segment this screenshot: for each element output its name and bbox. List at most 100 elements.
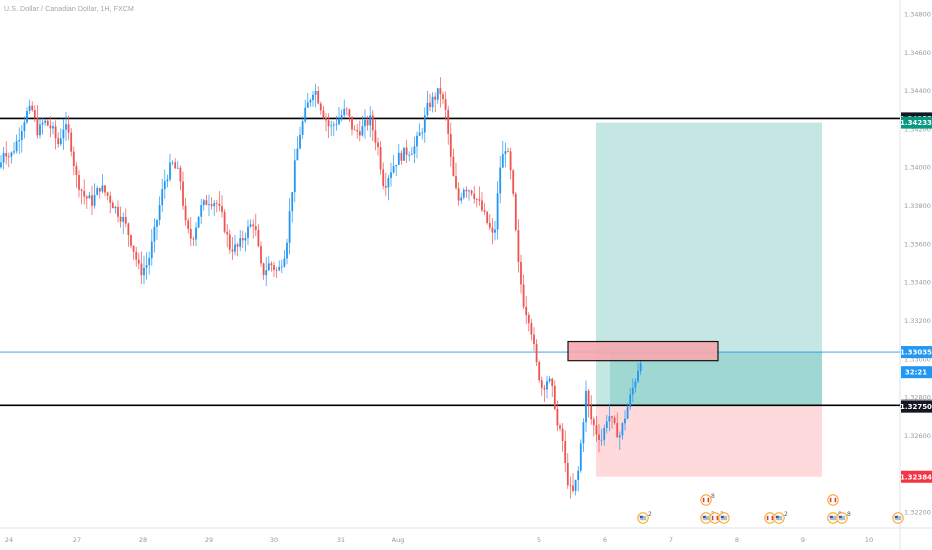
candle-body (614, 418, 616, 423)
candle-body (68, 124, 70, 132)
candle-body (494, 230, 496, 233)
candle-body (263, 263, 265, 275)
candle-body (533, 335, 535, 344)
candle-body (406, 148, 408, 155)
candle-body (499, 168, 501, 194)
candle-body (541, 380, 543, 388)
candle-body (369, 115, 371, 125)
candle-body (8, 156, 10, 157)
candle-body (411, 154, 413, 155)
candle-body (336, 124, 338, 125)
candle-body (138, 260, 140, 264)
candle-body (3, 153, 5, 163)
candle-body (377, 143, 379, 148)
event-count: 2 (648, 511, 652, 518)
candle-body (195, 228, 197, 240)
candle-body (546, 381, 548, 389)
candle-body (611, 416, 613, 417)
candle-body (601, 440, 603, 441)
candle-body (13, 151, 15, 152)
candle-body (164, 181, 166, 189)
candle-body (572, 486, 574, 491)
price-label: 1.33035 (900, 349, 932, 357)
chart-title: U.S. Dollar / Canadian Dollar, 1H, FXCM (4, 6, 134, 13)
time-tick-label: 29 (205, 536, 213, 544)
candle-body (538, 362, 540, 380)
candle-body (226, 232, 228, 235)
candle-body (408, 155, 410, 156)
candle-body (65, 124, 67, 129)
candle-body (447, 110, 449, 134)
time-tick-label: 8 (735, 536, 739, 544)
candle-body (5, 153, 7, 156)
candle-body (60, 138, 62, 144)
candle-body (580, 443, 582, 470)
candle-body (512, 170, 514, 193)
candle-body (382, 169, 384, 186)
time-tick-label: 9 (801, 536, 805, 544)
candle-body (286, 243, 288, 259)
candle-body (154, 227, 156, 242)
candle-body (24, 122, 26, 131)
candle-body (203, 200, 205, 205)
candle-body (557, 409, 559, 426)
candle-body (346, 109, 348, 110)
candle-body (455, 176, 457, 188)
us-flag-mark (721, 516, 724, 518)
candle-body (190, 229, 192, 239)
candle-body (590, 406, 592, 419)
position-tool (596, 123, 822, 477)
candle-body (302, 121, 304, 135)
candle-body (200, 205, 202, 217)
us-flag-mark (640, 516, 643, 518)
candle-body (380, 147, 382, 169)
candle-body (21, 131, 23, 140)
candle-body (146, 265, 148, 268)
price-label: 1.32384 (900, 473, 932, 481)
candle-body (359, 131, 361, 135)
us-flag-mark (703, 516, 706, 518)
candle-body (606, 422, 608, 428)
candle-body (476, 199, 478, 200)
candle-body (128, 224, 130, 236)
candle-body (442, 94, 444, 99)
candle-body (135, 252, 137, 260)
candle-body (81, 190, 83, 191)
candle-body (577, 471, 579, 480)
candle-body (497, 193, 499, 229)
candle-body (596, 425, 598, 434)
time-tick-label: 5 (537, 536, 541, 544)
candle-body (34, 110, 36, 117)
candle-body (26, 111, 28, 122)
time-tick-label: 27 (73, 536, 81, 544)
price-tick-label: 1.33200 (904, 317, 931, 325)
time-tick-label: 31 (337, 536, 345, 544)
candle-body (224, 212, 226, 232)
candle-body (141, 264, 143, 276)
candle-body (564, 441, 566, 463)
price-tick-label: 1.32600 (904, 432, 931, 440)
candle-body (271, 263, 273, 265)
candle-body (362, 126, 364, 135)
candle-body (598, 434, 600, 440)
candle-body (44, 121, 46, 123)
candle-body (635, 381, 637, 387)
candle-body (206, 200, 208, 205)
candle-body (401, 153, 403, 161)
price-tick-label: 1.34400 (904, 87, 931, 95)
candle-body (247, 227, 249, 238)
candle-body (559, 425, 561, 428)
candle-body (213, 203, 215, 206)
event-count: 8 (711, 493, 715, 500)
candle-body (221, 206, 223, 212)
time-tick-label: 10 (865, 536, 873, 544)
candle-body (52, 126, 54, 128)
candle-body (172, 162, 174, 163)
candle-body (505, 151, 507, 154)
candle-body (486, 212, 488, 223)
candle-body (252, 224, 254, 226)
candle-body (320, 104, 322, 111)
time-axis: 24 27 28 29 30 31 Aug 5 6 7 8 9 10 (5, 536, 873, 544)
